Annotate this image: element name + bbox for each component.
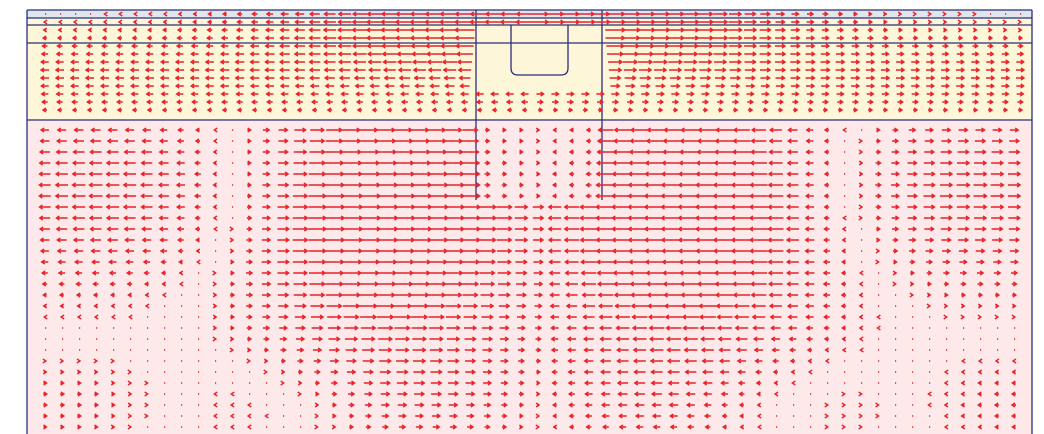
displacement-arrows <box>38 11 1026 430</box>
lower-soil-layer <box>27 120 1032 434</box>
strut-frame <box>510 25 569 76</box>
geometry-lines <box>26 9 1033 434</box>
